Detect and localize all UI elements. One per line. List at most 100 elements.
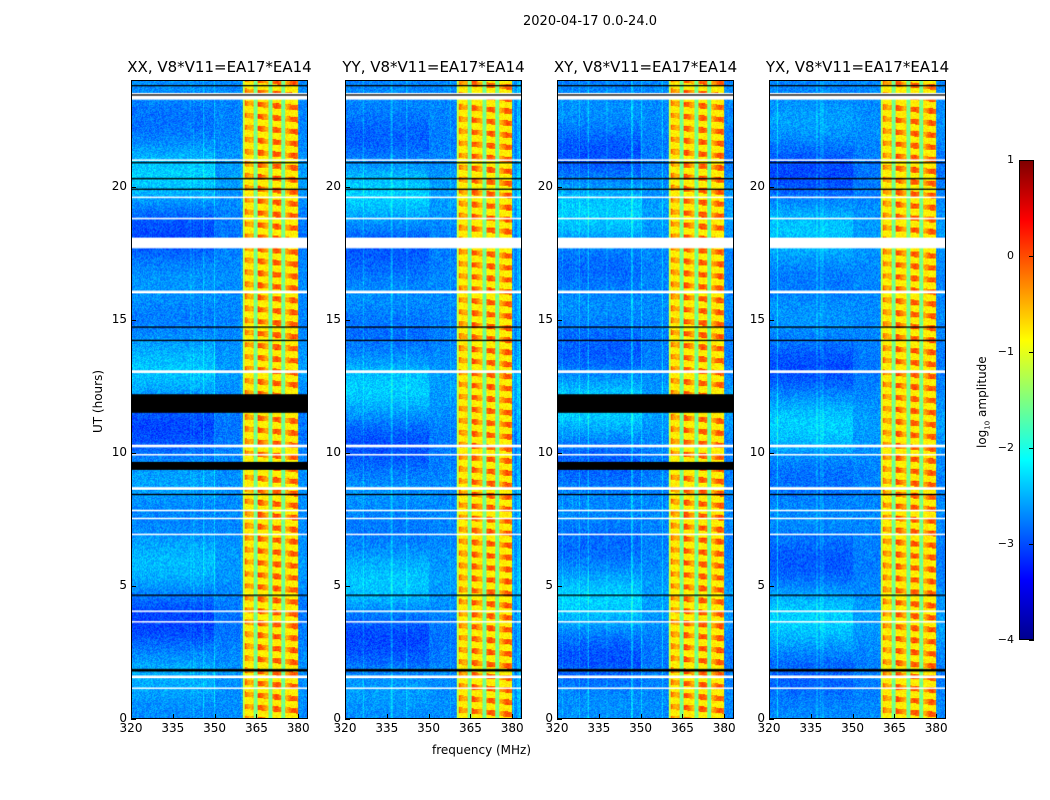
panel-title: YY, V8*V11=EA17*EA14 — [342, 58, 525, 76]
colorbar-tick-label: −4 — [997, 633, 1014, 646]
y-tick-mark — [131, 452, 136, 454]
panel-title: YX, V8*V11=EA17*EA14 — [765, 58, 950, 76]
y-tick-label: 5 — [757, 577, 765, 592]
x-tick-label: 380 — [712, 721, 736, 735]
x-tick-mark — [557, 714, 558, 719]
x-tick-label: 350 — [417, 721, 441, 735]
colorbar-tick-label: 0 — [1007, 249, 1014, 262]
x-tick-mark — [131, 714, 132, 719]
y-tick-mark — [557, 585, 562, 587]
x-tick-mark — [512, 714, 514, 719]
heatmap-image — [132, 81, 307, 718]
y-tick-mark — [769, 452, 774, 454]
y-tick-label: 10 — [749, 444, 765, 459]
x-tick-mark — [428, 714, 430, 719]
x-axis-label: frequency (MHz) — [432, 743, 532, 757]
colorbar-tick-mark — [1029, 448, 1034, 449]
x-tick-mark — [810, 714, 812, 719]
x-tick-label: 320 — [757, 721, 781, 735]
colorbar-tick-label: −2 — [997, 441, 1014, 454]
y-tick-label: 10 — [111, 444, 127, 459]
x-tick-label: 380 — [500, 721, 524, 735]
colorbar — [1019, 160, 1034, 640]
x-tick-label: 350 — [203, 721, 227, 735]
y-tick-mark — [769, 319, 774, 321]
colorbar-tick-mark — [1029, 544, 1034, 545]
x-tick-label: 350 — [841, 721, 865, 735]
y-tick-label: 15 — [749, 311, 765, 326]
x-tick-label: 335 — [375, 721, 399, 735]
y-tick-label: 0 — [757, 711, 765, 725]
heatmap-image — [770, 81, 945, 718]
x-tick-label: 320 — [545, 721, 569, 735]
x-tick-mark — [682, 714, 684, 719]
heatmap-image — [346, 81, 521, 718]
x-tick-label: 365 — [882, 721, 906, 735]
colorbar-label-sub: 10 — [983, 420, 992, 430]
x-tick-label: 350 — [629, 721, 653, 735]
y-tick-mark — [345, 186, 350, 188]
y-tick-mark — [345, 319, 350, 321]
y-tick-label: 20 — [749, 178, 765, 193]
y-tick-mark — [345, 585, 350, 587]
colorbar-tick-label: −3 — [997, 537, 1014, 550]
colorbar-label: log10 amplitude — [975, 356, 991, 448]
y-tick-label: 10 — [325, 444, 341, 459]
y-tick-label: 20 — [325, 178, 341, 193]
x-tick-mark — [470, 714, 472, 719]
x-tick-label: 320 — [119, 721, 143, 735]
x-tick-label: 365 — [244, 721, 268, 735]
colorbar-tick-label: −1 — [997, 345, 1014, 358]
y-tick-mark — [131, 186, 136, 188]
colorbar-tick-mark — [1029, 352, 1034, 353]
x-tick-mark — [894, 714, 896, 719]
heatmap-panel-2 — [557, 80, 734, 719]
x-tick-label: 365 — [458, 721, 482, 735]
x-tick-mark — [345, 714, 346, 719]
x-tick-mark — [256, 714, 258, 719]
y-tick-mark — [345, 452, 350, 454]
y-tick-label: 10 — [537, 444, 553, 459]
y-tick-label: 0 — [119, 711, 127, 725]
y-tick-mark — [557, 452, 562, 454]
heatmap-panel-3 — [769, 80, 946, 719]
x-tick-mark — [640, 714, 642, 719]
y-tick-label: 15 — [325, 311, 341, 326]
x-tick-mark — [214, 714, 216, 719]
y-tick-label: 15 — [111, 311, 127, 326]
heatmap-image — [558, 81, 733, 718]
panel-title: XX, V8*V11=EA17*EA14 — [127, 58, 312, 76]
x-tick-label: 380 — [924, 721, 948, 735]
y-tick-label: 0 — [333, 711, 341, 725]
x-tick-mark — [852, 714, 854, 719]
x-tick-label: 380 — [286, 721, 310, 735]
colorbar-tick-mark — [1029, 160, 1034, 161]
colorbar-label-tail: amplitude — [975, 356, 989, 421]
x-tick-mark — [298, 714, 300, 719]
figure-title: 2020-04-17 0.0-24.0 — [523, 14, 657, 29]
x-tick-label: 320 — [333, 721, 357, 735]
y-tick-mark — [769, 719, 774, 720]
y-tick-label: 0 — [545, 711, 553, 725]
heatmap-panel-0 — [131, 80, 308, 719]
x-tick-mark — [724, 714, 726, 719]
x-tick-label: 335 — [587, 721, 611, 735]
x-tick-mark — [769, 714, 770, 719]
y-tick-mark — [769, 186, 774, 188]
x-tick-mark — [598, 714, 600, 719]
colorbar-tick-mark — [1029, 256, 1034, 257]
heatmap-panel-1 — [345, 80, 522, 719]
x-tick-mark — [386, 714, 388, 719]
y-axis-label: UT (hours) — [91, 369, 105, 433]
y-tick-mark — [131, 585, 136, 587]
y-tick-mark — [131, 719, 136, 720]
y-tick-mark — [131, 319, 136, 321]
y-tick-mark — [557, 186, 562, 188]
x-tick-label: 365 — [670, 721, 694, 735]
y-tick-label: 5 — [119, 577, 127, 592]
y-tick-mark — [345, 719, 350, 720]
x-tick-label: 335 — [799, 721, 823, 735]
x-tick-label: 335 — [161, 721, 185, 735]
x-tick-mark — [936, 714, 938, 719]
